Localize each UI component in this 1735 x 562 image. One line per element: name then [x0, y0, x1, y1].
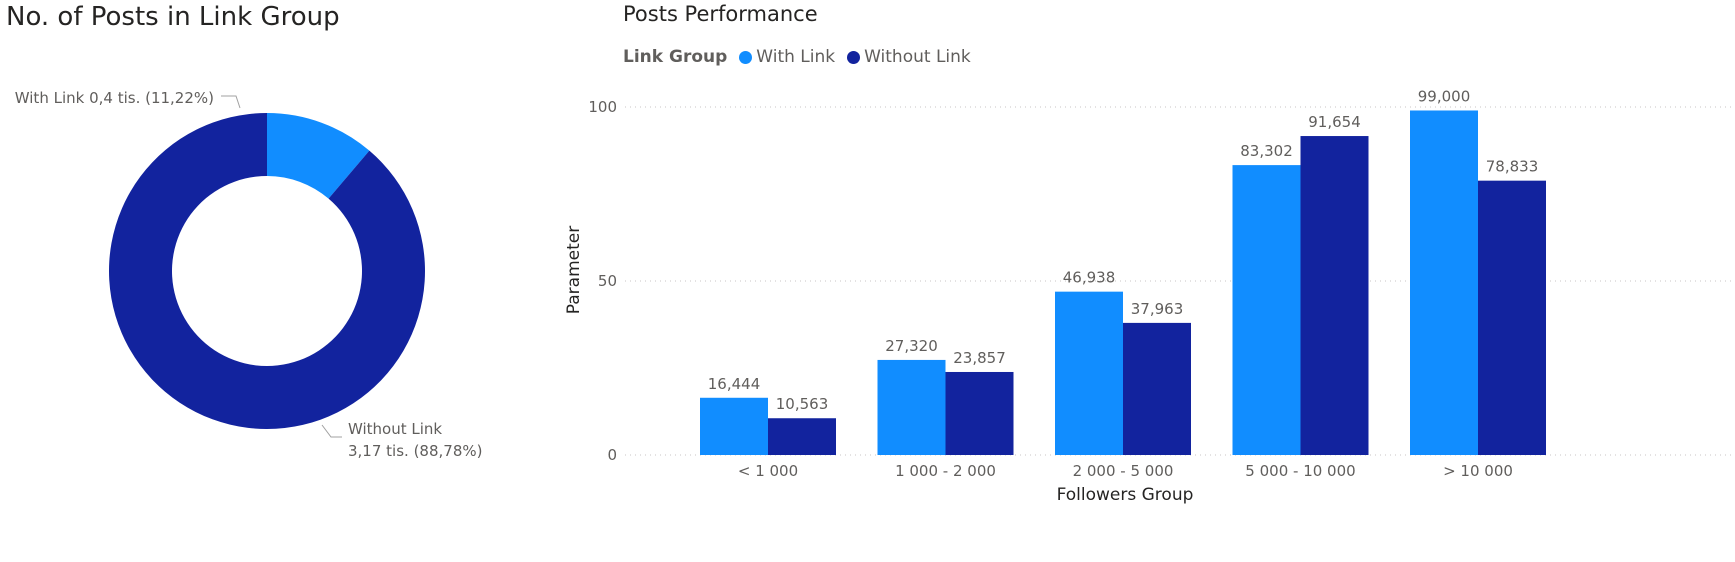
- data-label-with-link-5-000-10-000: 83,302: [1240, 142, 1293, 160]
- x-axis-title: Followers Group: [1057, 485, 1194, 505]
- x-tick-label-1-000: < 1 000: [738, 462, 798, 480]
- x-tick-label-2-000-5-000: 2 000 - 5 000: [1073, 462, 1174, 480]
- bar-chart-title: Posts Performance: [623, 2, 818, 26]
- slice-label-without-link: Without Link: [348, 420, 442, 438]
- leader-line-without-link: [321, 424, 342, 438]
- y-tick-label-0: 0: [607, 446, 617, 464]
- legend-label-with-link: With Link: [756, 47, 836, 67]
- legend-item-with-link[interactable]: With Link: [739, 47, 835, 67]
- bar-without-link-1-000[interactable]: [768, 418, 836, 455]
- bar-with-link-5-000-10-000[interactable]: [1232, 165, 1301, 455]
- bar-without-link-2-000-5-000[interactable]: [1123, 322, 1191, 455]
- donut-chart-svg: With Link 0,4 tis. (11,22%) Without Link 3…: [15, 89, 483, 460]
- donut-chart-visual: No. of Posts in Link Group With Link 0,4…: [0, 0, 540, 562]
- donut-slice-with-link[interactable]: [267, 113, 370, 199]
- y-tick-label-50: 50: [598, 272, 617, 290]
- legend-label-without-link: Without Link: [864, 47, 971, 67]
- bar-without-link-10-000[interactable]: [1478, 180, 1546, 455]
- chart-legend: Link Group With Link Without Link: [623, 45, 983, 69]
- data-label-with-link-1-000-2-000: 27,320: [885, 337, 938, 355]
- data-label-without-link-5-000-10-000: 91,654: [1308, 113, 1361, 131]
- data-label-with-link-2-000-5-000: 46,938: [1063, 269, 1116, 287]
- bar-with-link-1-000[interactable]: [700, 397, 768, 455]
- bar-with-link-10-000[interactable]: [1410, 110, 1478, 455]
- slice-value-without-link: 3,17 tis. (88,78%): [348, 442, 482, 460]
- data-label-with-link-1-000: 16,444: [708, 375, 761, 393]
- leader-line-with-link: [221, 95, 241, 109]
- slice-label-with-link: With Link 0,4 tis. (11,22%): [15, 89, 214, 107]
- data-label-without-link-1-000: 10,563: [776, 395, 829, 413]
- donut-slice-without-link[interactable]: [109, 113, 426, 429]
- bar-chart-svg: 0 50 100 16,444 10,563 < 1 000 27,320 23,857 1 0…: [564, 87, 1735, 505]
- bar-without-link-5-000-10-000[interactable]: [1300, 136, 1369, 456]
- y-axis-title: Parameter: [564, 226, 584, 314]
- legend-item-without-link[interactable]: Without Link: [847, 47, 971, 67]
- x-tick-label-5-000-10-000: 5 000 - 10 000: [1245, 462, 1355, 480]
- x-tick-label-1-000-2-000: 1 000 - 2 000: [895, 462, 996, 480]
- legend-marker-without-link: [847, 50, 861, 64]
- data-label-without-link-1-000-2-000: 23,857: [953, 349, 1006, 367]
- x-tick-label-10-000: > 10 000: [1443, 462, 1513, 480]
- data-label-without-link-10-000: 78,833: [1486, 158, 1539, 176]
- donut-chart-title: No. of Posts in Link Group: [6, 2, 340, 32]
- bar-without-link-1-000-2-000[interactable]: [945, 371, 1014, 455]
- legend-title: Link Group: [623, 47, 728, 67]
- bar-with-link-2-000-5-000[interactable]: [1055, 291, 1123, 455]
- bar-chart-visual: Posts Performance Link Group With Link W…: [540, 0, 1735, 562]
- bar-with-link-1-000-2-000[interactable]: [877, 359, 946, 455]
- data-label-without-link-2-000-5-000: 37,963: [1131, 300, 1184, 318]
- data-label-with-link-10-000: 99,000: [1418, 87, 1471, 105]
- y-tick-label-100: 100: [588, 98, 617, 116]
- legend-marker-with-link: [739, 50, 753, 64]
